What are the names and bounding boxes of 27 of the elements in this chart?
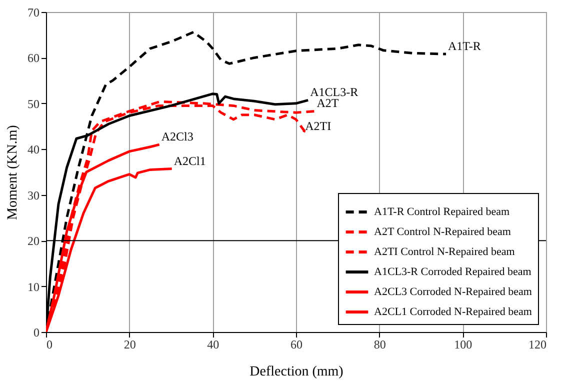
annotation: A2Cl3 — [161, 130, 194, 144]
legend-label: A2CL3 Corroded N-Repaired beam — [374, 286, 532, 298]
y-tick-label: 40 — [28, 142, 40, 157]
y-tick-label: 30 — [28, 188, 40, 202]
annotation: A2Cl1 — [174, 154, 206, 168]
y-tick-label: 60 — [28, 51, 40, 66]
y-tick-label: 0 — [34, 326, 40, 340]
y-axis-title: Moment (KN.m) — [6, 124, 20, 220]
legend-label: A2CL1 Corroded N-Repaired beam — [374, 306, 532, 318]
x-tick-label: 20 — [124, 338, 136, 352]
x-tick-label: 0 — [46, 338, 52, 352]
x-tick-label: 100 — [454, 338, 472, 352]
y-tick-label: 50 — [28, 96, 40, 111]
legend-label: A1CL3-R Corroded Repaired beam — [374, 266, 532, 278]
legend-label: A2T Control N-Repaired beam — [374, 226, 512, 238]
annotation: A1T-R — [448, 39, 481, 54]
y-tick-label: 70 — [28, 6, 40, 20]
x-tick-label: 120 — [528, 338, 546, 352]
legend-label: A1T-R Control Repaired beam — [374, 206, 510, 218]
x-axis-title: Deflection (mm) — [250, 364, 344, 380]
legend-label: A2TI Control N-Repaired beam — [374, 246, 516, 258]
y-tick-label: 20 — [28, 234, 40, 248]
x-tick-label: 60 — [290, 338, 302, 352]
x-tick-label: 40 — [207, 338, 220, 352]
annotation: A2TI — [305, 119, 332, 134]
x-tick-label: 80 — [374, 338, 386, 352]
y-tick-label: 10 — [28, 280, 40, 294]
